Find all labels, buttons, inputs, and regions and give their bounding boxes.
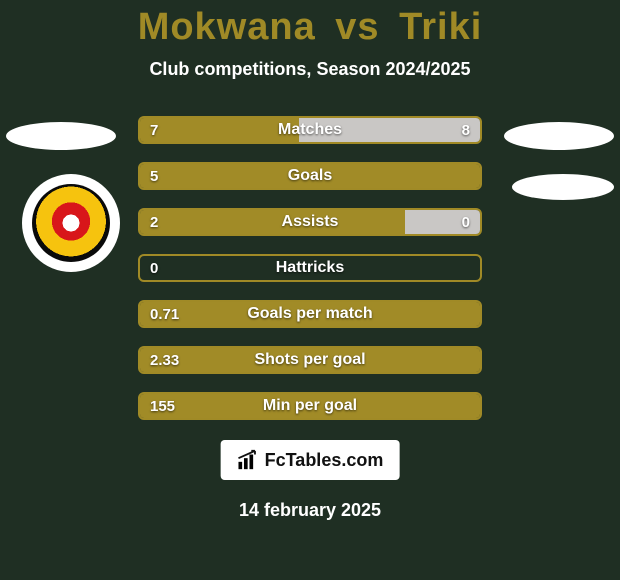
stat-row: 0.71Goals per match [138,300,482,328]
stat-value-right: 0 [462,210,470,234]
player2-name: Triki [399,6,482,48]
stat-label: Min per goal [140,394,480,418]
player1-name: Mokwana [138,6,316,48]
club1-badge-graphic [32,184,110,262]
vs-text: vs [335,6,379,48]
stat-label: Goals per match [140,302,480,326]
stat-label: Matches [140,118,480,142]
bars-growth-icon [237,449,259,471]
stat-label: Assists [140,210,480,234]
date-text: 14 february 2025 [0,500,620,521]
page-title: Mokwana vs Triki [0,0,620,49]
player2-placeholder-oval [504,122,614,150]
stat-bars: 7Matches85Goals2Assists00Hattricks0.71Go… [138,116,482,438]
brand-text: FcTables.com [265,450,384,471]
stat-row: 2.33Shots per goal [138,346,482,374]
player1-placeholder-oval [6,122,116,150]
stat-row: 2Assists0 [138,208,482,236]
stat-label: Shots per goal [140,348,480,372]
brand-badge: FcTables.com [221,440,400,480]
comparison-card: Mokwana vs Triki Club competitions, Seas… [0,0,620,580]
stat-row: 0Hattricks [138,254,482,282]
club1-badge [22,174,120,272]
stat-value-right: 8 [462,118,470,142]
subtitle: Club competitions, Season 2024/2025 [0,59,620,80]
club2-placeholder-oval [512,174,614,200]
stat-row: 155Min per goal [138,392,482,420]
stat-row: 5Goals [138,162,482,190]
stat-row: 7Matches8 [138,116,482,144]
stat-label: Hattricks [140,256,480,280]
stat-label: Goals [140,164,480,188]
